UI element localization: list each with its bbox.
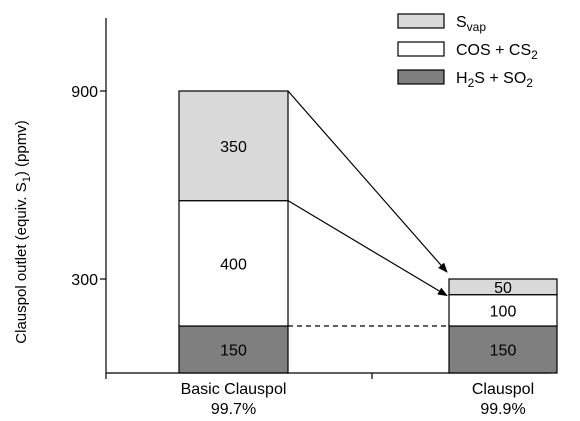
bar-value-label: 100	[490, 303, 517, 320]
connector-arrows	[287, 90, 449, 327]
bar-segment-s_vap	[178, 90, 289, 202]
bar-value-label: 150	[220, 343, 247, 360]
y-tick-label: 900	[71, 84, 98, 101]
bar-value-label: 50	[494, 280, 512, 297]
y-axis-label: Clauspol outlet (equiv. S1) (ppmv)	[13, 120, 33, 343]
axes: 300 900 Basic Clauspol 99.7% Clauspol 99.9%	[71, 18, 551, 418]
bar-value-label: 350	[220, 139, 247, 156]
bar-value-label: 400	[220, 256, 247, 273]
x-category-efficiency: 99.7%	[211, 401, 256, 418]
bar-segment-s_vap	[448, 278, 558, 296]
arrow-total-top	[287, 90, 448, 273]
bars: 150 400 350 150 100 50	[178, 90, 558, 374]
x-category-label: Clauspol	[472, 381, 534, 398]
bar-segment-h2s_so2	[448, 325, 558, 374]
legend: Svap COS + CS2 H2S + SO2	[397, 13, 538, 90]
arrow-cos-top	[287, 200, 448, 297]
bar-value-label: 150	[490, 343, 517, 360]
bar-segment-h2s_so2	[178, 325, 289, 374]
legend-swatch-cos_cs2	[397, 41, 445, 57]
y-tick-label: 300	[71, 272, 98, 289]
bar-segment-cos_cs2	[178, 200, 289, 327]
legend-swatch-s_vap	[397, 13, 445, 29]
y-axis-label-sub: 1	[21, 176, 33, 182]
y-axis-label-tail: ) (ppmv)	[13, 120, 30, 176]
x-category-label: Basic Clauspol	[181, 381, 287, 398]
legend-label-cos_cs2: COS + CS2	[456, 42, 538, 62]
x-category-efficiency: 99.9%	[480, 401, 525, 418]
legend-swatch-h2s_so2	[397, 69, 445, 85]
legend-label-h2s_so2: H2S + SO2	[456, 70, 533, 90]
legend-label-s_vap: Svap	[456, 14, 486, 34]
bar-segment-cos_cs2	[448, 294, 558, 327]
y-axis-label-main: Clauspol outlet (equiv. S	[13, 182, 30, 343]
